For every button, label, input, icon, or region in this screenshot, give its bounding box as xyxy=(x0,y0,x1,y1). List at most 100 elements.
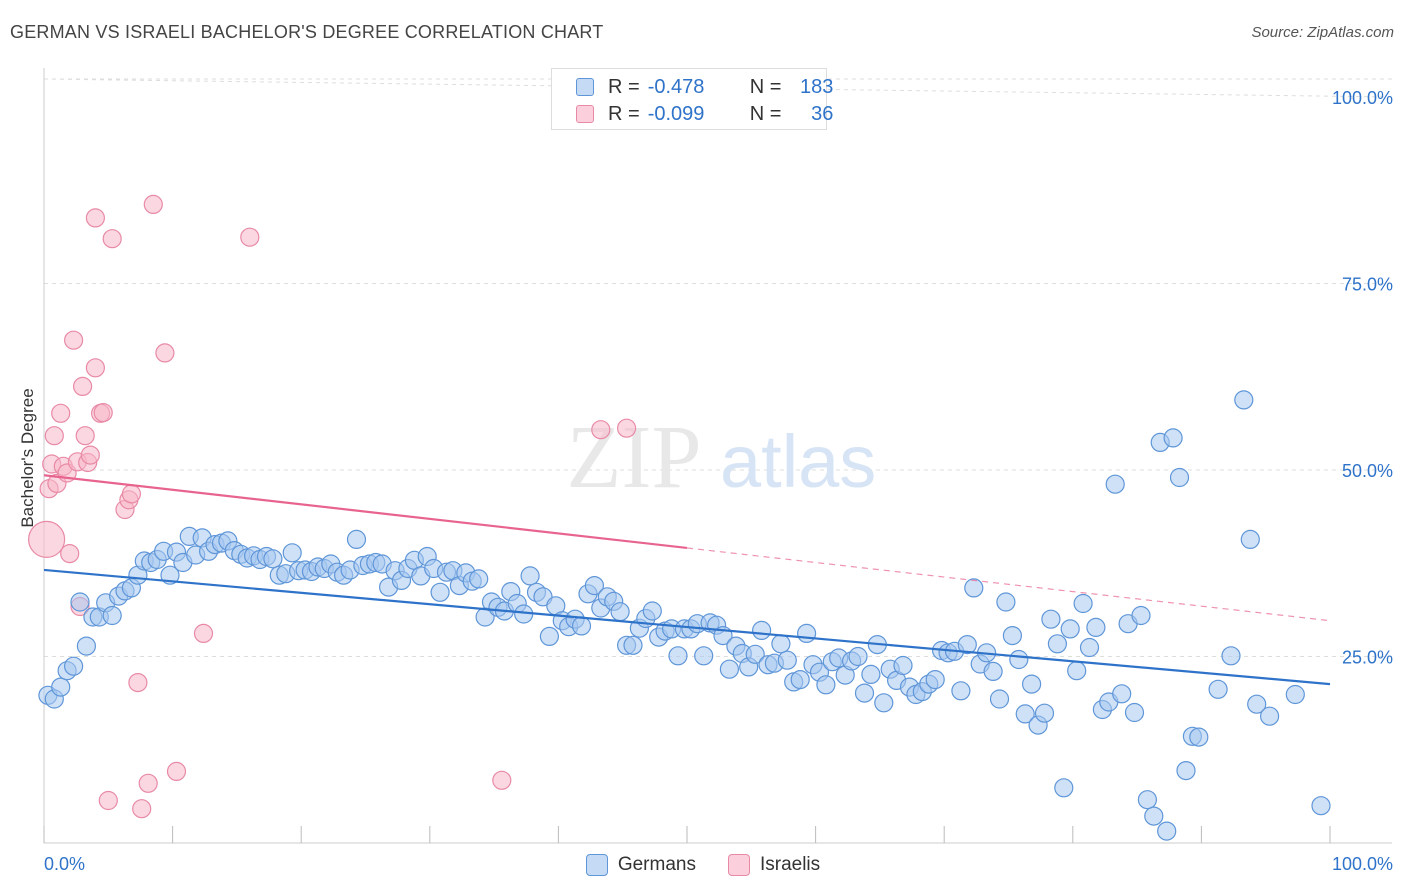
german-point xyxy=(1002,625,1023,646)
israeli-point xyxy=(591,420,611,440)
germans-legend-swatch xyxy=(585,854,608,876)
legend-row-israelis: R = -0.099 N = 36 xyxy=(576,102,833,126)
german-point xyxy=(694,646,714,666)
german-point xyxy=(1144,806,1164,826)
israeli-point xyxy=(80,445,100,465)
german-point xyxy=(1105,474,1125,494)
german-point xyxy=(925,669,945,690)
german-point xyxy=(854,683,875,703)
israeli-point xyxy=(240,227,260,247)
german-point xyxy=(1137,790,1158,810)
israeli-point xyxy=(193,623,214,644)
german-point xyxy=(989,689,1010,709)
israelis-swatch xyxy=(576,105,594,123)
german-point xyxy=(996,592,1016,612)
israeli-point xyxy=(121,484,141,504)
x-tick-label-min: 0.0% xyxy=(44,854,85,874)
german-point xyxy=(1131,605,1151,626)
israeli-point xyxy=(85,358,106,378)
german-point xyxy=(70,592,90,612)
israelis-trend-line-dashed xyxy=(686,547,1331,622)
german-point xyxy=(1047,634,1068,654)
legend-item-germans[interactable]: Germans xyxy=(585,854,696,876)
german-point xyxy=(1311,796,1331,816)
israeli-point xyxy=(72,376,93,396)
german-point xyxy=(571,616,592,636)
german-point xyxy=(771,634,791,654)
israeli-point xyxy=(138,773,158,793)
series-legend: Germans Israelis xyxy=(0,852,1406,878)
germans-r-value: -0.478 xyxy=(647,75,705,98)
gridlines xyxy=(43,78,1393,657)
german-point xyxy=(610,602,630,622)
chart-source: Source: ZipAtlas.com xyxy=(1251,24,1394,41)
israeli-point xyxy=(44,426,64,446)
german-point xyxy=(1189,727,1209,747)
y-axis-label: Bachelor's Degree xyxy=(18,388,37,528)
israelis-n-label: N = xyxy=(749,102,782,125)
israeli-point xyxy=(166,761,187,782)
german-point xyxy=(1086,617,1106,638)
german-point xyxy=(539,626,560,647)
german-point xyxy=(346,529,367,550)
chart-title: GERMAN VS ISRAELI BACHELOR'S DEGREE CORR… xyxy=(10,22,604,42)
german-point xyxy=(861,664,881,685)
germans-n-label: N = xyxy=(749,75,782,98)
german-point xyxy=(1079,637,1100,658)
german-point xyxy=(282,543,302,563)
israelis-r-value: -0.099 xyxy=(647,102,705,125)
german-point xyxy=(874,693,894,713)
german-point xyxy=(1009,649,1029,670)
german-point xyxy=(63,656,84,676)
israeli-point xyxy=(63,330,84,350)
israelis-legend-label: Israelis xyxy=(759,854,821,875)
german-point xyxy=(790,669,810,690)
german-point xyxy=(957,634,977,655)
germans-r-label: R = xyxy=(608,75,640,98)
germans-swatch xyxy=(576,78,594,96)
german-point xyxy=(1015,704,1035,724)
german-point xyxy=(76,636,97,656)
german-point xyxy=(777,650,797,670)
german-point xyxy=(642,601,662,621)
german-point xyxy=(1054,778,1074,798)
german-point xyxy=(102,605,122,626)
israeli-point xyxy=(616,418,637,438)
israeli-point xyxy=(75,426,95,446)
israeli-point xyxy=(51,403,71,423)
german-point xyxy=(1234,390,1254,410)
israelis-trend-line xyxy=(43,474,688,550)
israeli-point xyxy=(60,543,80,564)
german-point xyxy=(1259,706,1280,726)
israeli-point xyxy=(93,403,113,423)
german-point xyxy=(1067,661,1087,681)
israelis-n-value: 36 xyxy=(811,102,834,125)
german-point xyxy=(964,578,984,598)
y-tick-label: 25.0% xyxy=(1342,648,1393,668)
german-point xyxy=(719,659,740,679)
germans-n-value: 183 xyxy=(800,75,834,98)
german-point xyxy=(848,646,868,667)
watermark-atlas: atlas xyxy=(720,420,876,503)
german-point xyxy=(1060,619,1080,639)
germans-legend-label: Germans xyxy=(617,854,696,875)
axes xyxy=(43,68,1392,844)
israelis-legend-swatch xyxy=(727,854,750,876)
german-point xyxy=(951,681,971,701)
german-point xyxy=(1157,821,1177,841)
israeli-point xyxy=(85,208,106,228)
german-point xyxy=(430,582,450,602)
german-point xyxy=(1240,529,1260,550)
german-point xyxy=(1208,679,1228,699)
y-tick-label: 50.0% xyxy=(1342,461,1393,481)
german-point xyxy=(520,566,540,586)
german-point xyxy=(1169,467,1190,488)
german-point xyxy=(893,655,913,676)
israeli-point xyxy=(155,343,175,363)
german-point xyxy=(51,677,71,697)
legend-item-israelis[interactable]: Israelis xyxy=(727,854,821,876)
german-point xyxy=(668,646,688,666)
german-point xyxy=(751,620,772,641)
israelis-points xyxy=(27,194,637,819)
